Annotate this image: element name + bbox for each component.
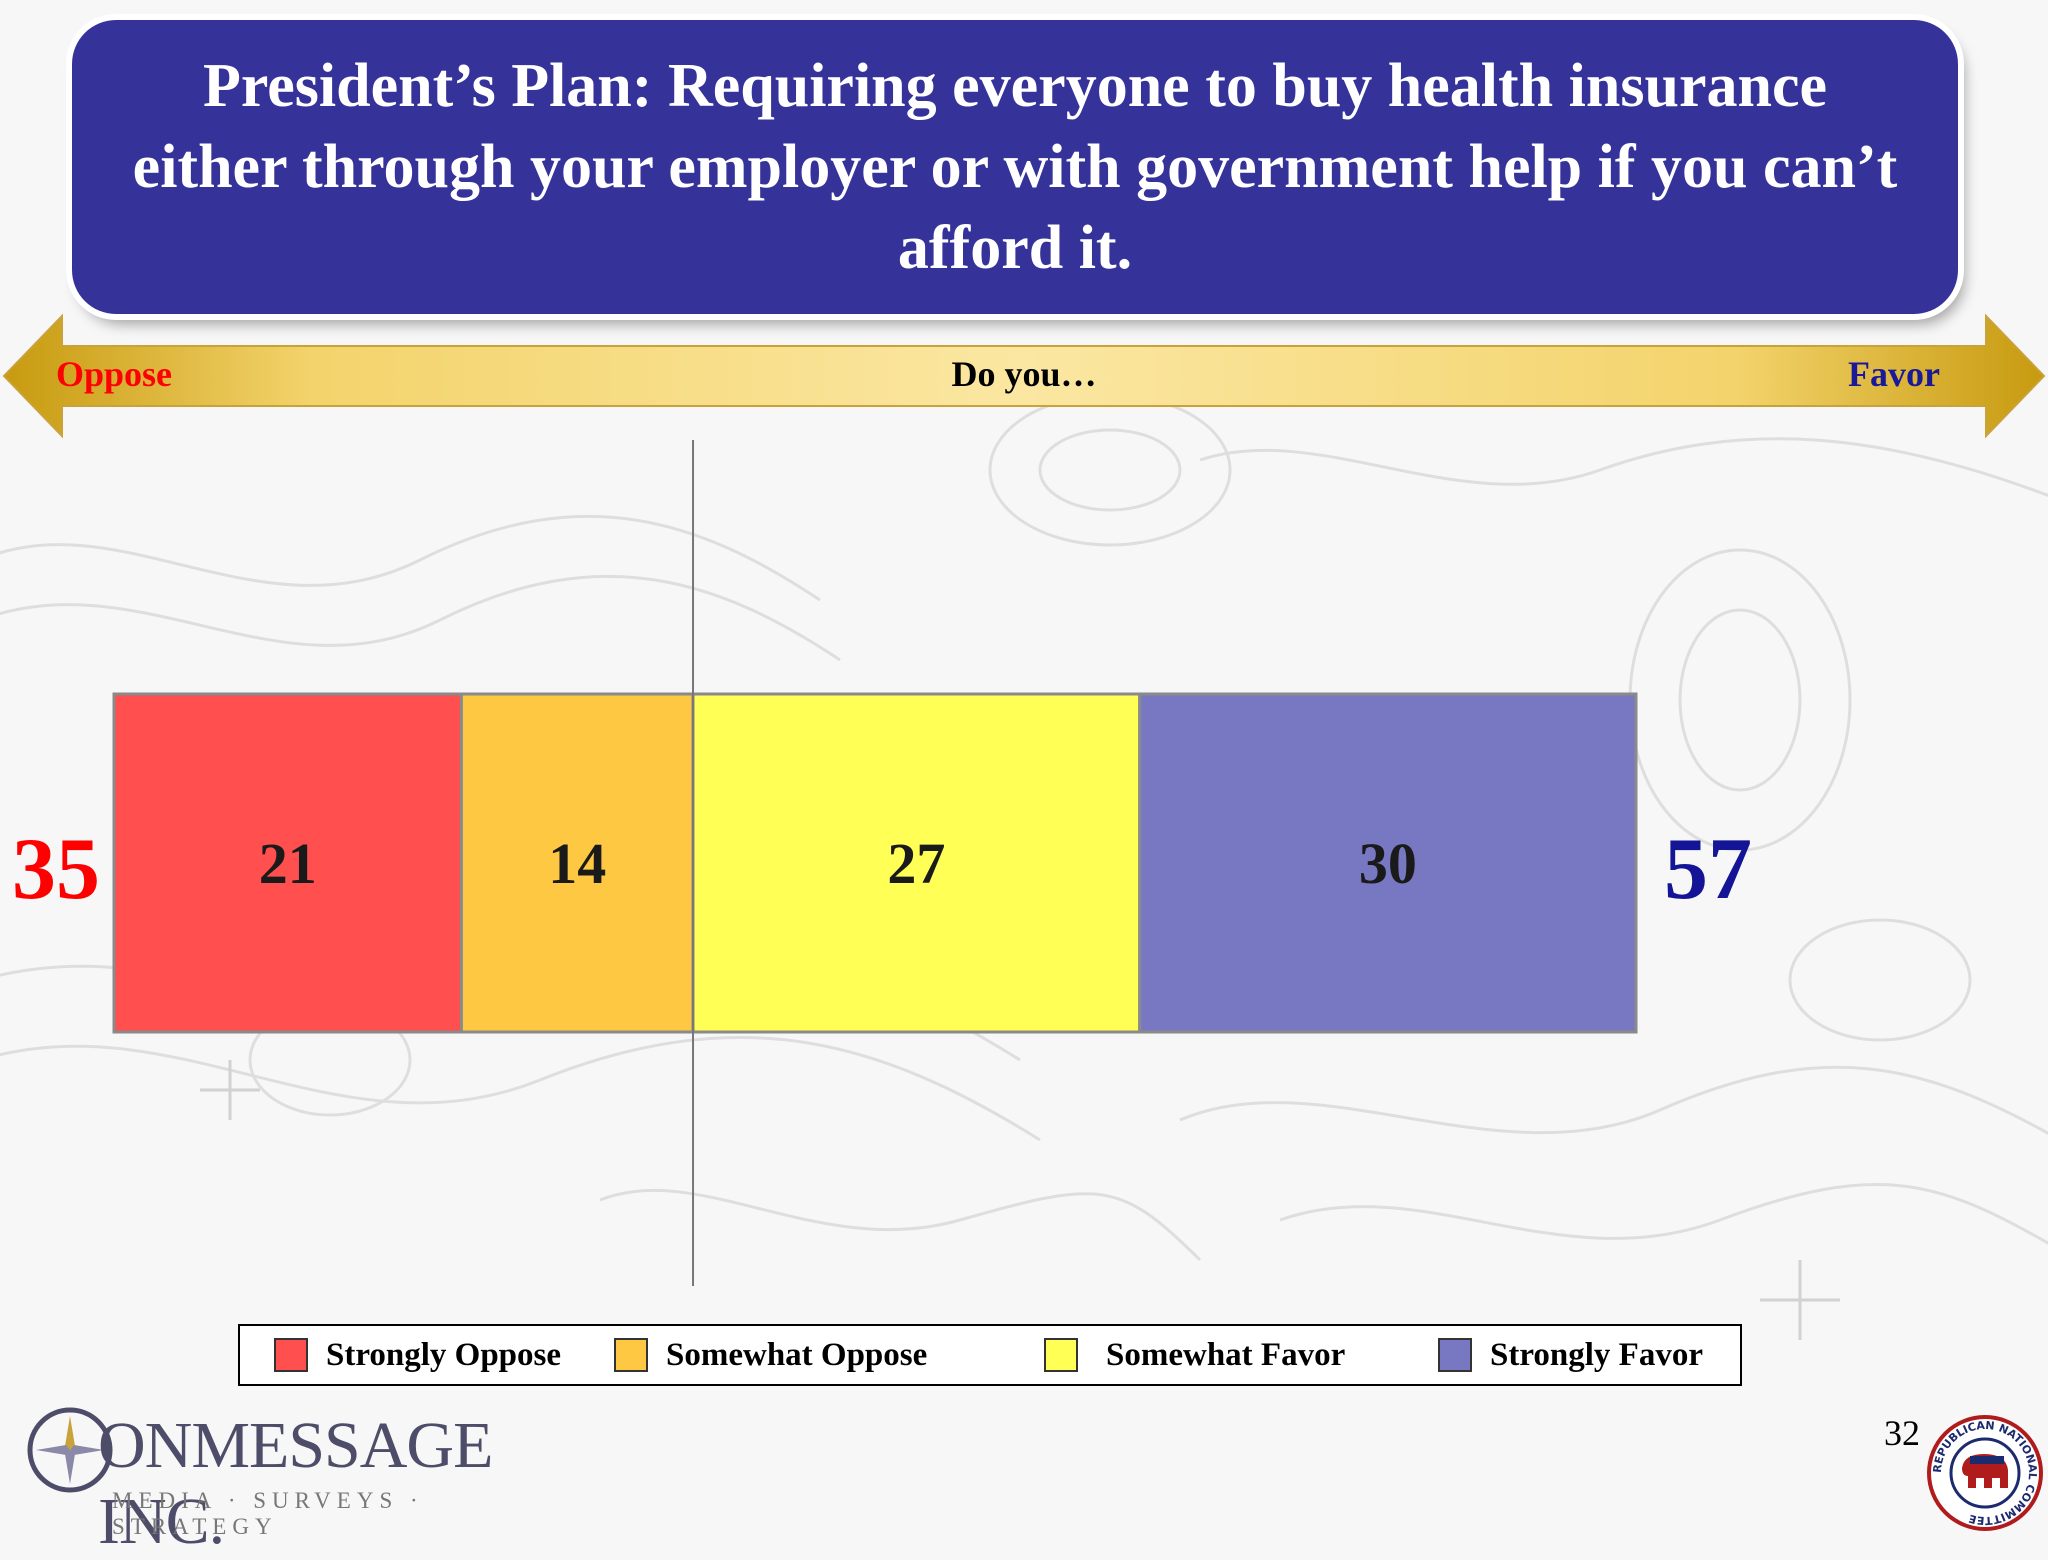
oppose-favor-arrow xyxy=(2,313,2046,439)
legend-swatch xyxy=(1438,1338,1472,1372)
oppose-label: Oppose xyxy=(56,354,173,394)
legend-item-strongly-favor: Strongly Favor xyxy=(1438,1326,1703,1384)
bar-segment-strongly-favor xyxy=(1138,692,1638,1034)
do-you-label: Do you… xyxy=(951,354,1097,394)
bar-value-label: 14 xyxy=(548,831,606,896)
legend-swatch xyxy=(1044,1338,1078,1372)
legend-swatch xyxy=(274,1338,308,1372)
legend-label: Strongly Favor xyxy=(1490,1336,1703,1373)
page-number: 32 xyxy=(1884,1413,1920,1453)
favor-total: 57 xyxy=(1664,821,1752,918)
bar-value-label: 30 xyxy=(1359,831,1417,896)
chart-legend: Strongly Oppose Somewhat Oppose Somewhat… xyxy=(238,1324,1742,1386)
legend-label: Somewhat Oppose xyxy=(666,1336,928,1373)
legend-item-strongly-oppose: Strongly Oppose xyxy=(274,1326,561,1384)
title-banner: President’s Plan: Requiring everyone to … xyxy=(72,20,1958,314)
elephant-seal-icon: REPUBLICAN NATIONAL COMMITTEE xyxy=(1927,1415,2043,1531)
oppose-total: 35 xyxy=(12,821,100,918)
legend-item-somewhat-oppose: Somewhat Oppose xyxy=(614,1326,927,1384)
legend-swatch xyxy=(614,1338,648,1372)
favor-label: Favor xyxy=(1848,354,1940,394)
legend-label: Somewhat Favor xyxy=(1106,1336,1346,1373)
legend-label: Strongly Oppose xyxy=(326,1336,562,1373)
onmessage-logo: ONMESSAGE INC. MEDIA · SURVEYS · STRATEG… xyxy=(22,1402,562,1558)
bar-value-label: 21 xyxy=(259,831,317,896)
legend-item-somewhat-favor: Somewhat Favor xyxy=(1044,1326,1345,1384)
logo-tagline: MEDIA · SURVEYS · STRATEGY xyxy=(112,1488,424,1539)
compass-icon xyxy=(27,1407,113,1493)
bar-segment-somewhat-favor xyxy=(691,692,1142,1034)
bar-value-label: 27 xyxy=(887,831,945,896)
bar-segment-strongly-oppose xyxy=(112,692,463,1034)
chart-title: President’s Plan: Requiring everyone to … xyxy=(132,51,1898,282)
stacked-bar-chart: 21 14 27 30 xyxy=(112,440,1638,1286)
